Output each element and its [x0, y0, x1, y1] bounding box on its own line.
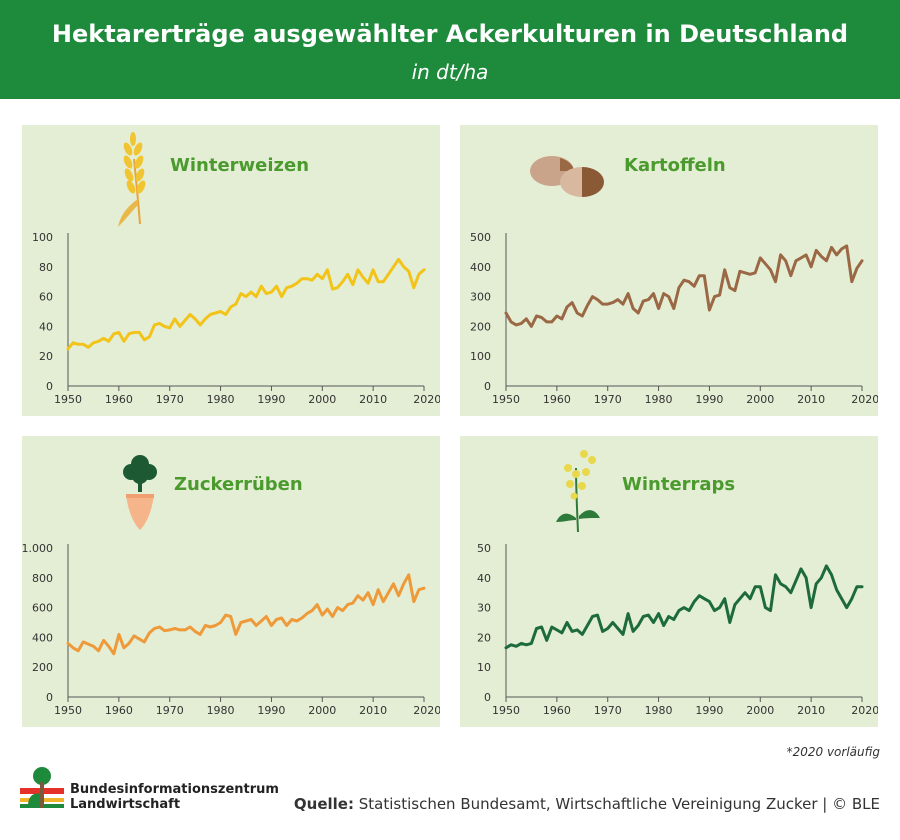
sugar-beet-icon: [123, 455, 157, 530]
x-tick-label: 1950: [54, 393, 82, 406]
x-tick-label: 1990: [695, 393, 723, 406]
x-tick-label: 2020*: [413, 393, 440, 406]
y-tick-label: 400: [470, 261, 491, 274]
y-tick-label: 200: [470, 320, 491, 333]
chart-title: Zuckerrüben: [174, 474, 303, 495]
x-tick-label: 1960: [105, 393, 133, 406]
y-tick-label: 0: [484, 380, 491, 393]
y-tick-label: 0: [484, 691, 491, 704]
logo-line-2: Landwirtschaft: [70, 797, 181, 812]
x-tick-label: 1970: [156, 393, 184, 406]
footnote: *2020 vorläufig: [786, 745, 880, 759]
x-tick-label: 2010: [797, 704, 825, 717]
x-tick-label: 1990: [257, 704, 285, 717]
x-tick-label: 1950: [492, 393, 520, 406]
potato-icon: [530, 156, 604, 197]
y-tick-label: 500: [470, 231, 491, 244]
x-tick-label: 1950: [54, 704, 82, 717]
chart-title: Winterweizen: [170, 155, 310, 176]
chart-panel-kartoffeln: Kartoffeln 0 100 200 300 400 500 1950 1960 1970 1…: [460, 125, 878, 416]
y-tick-label: 0: [46, 380, 53, 393]
chart-panel-winterraps: Winterraps 0 10 20 30 40 50 1950 1960 1970 1980 19…: [460, 436, 878, 727]
x-tick-label: 2010: [359, 393, 387, 406]
y-tick-label: 50: [477, 542, 491, 555]
x-tick-label: 1980: [207, 393, 235, 406]
y-tick-label: 40: [39, 320, 53, 333]
line-chart-winterraps: 0 10 20 30 40 50 1950 1960 1970 1980 1990 2000 2010 2…: [477, 542, 878, 717]
rapeseed-icon: [556, 450, 600, 532]
x-tick-label: 1970: [594, 393, 622, 406]
x-tick-label: 2010: [359, 704, 387, 717]
x-tick-label: 2000: [746, 704, 774, 717]
line-chart-kartoffeln: 0 100 200 300 400 500 1950 1960 1970 1980 1990 2000…: [470, 231, 878, 406]
x-tick-label: 2010: [797, 393, 825, 406]
y-tick-label: 80: [39, 261, 53, 274]
x-tick-label: 1970: [156, 704, 184, 717]
page-title: Hektarerträge ausgewählter Ackerkulturen…: [51, 20, 849, 48]
x-tick-label: 2000: [308, 704, 336, 717]
x-tick-label: 1960: [543, 704, 571, 717]
ble-logo-icon: [20, 767, 64, 808]
x-tick-label: 2000: [746, 393, 774, 406]
y-tick-label: 30: [477, 602, 491, 615]
series-line-winterraps: [504, 564, 864, 650]
chart-panel-winterweizen: Winterweizen 0 20 40 60 80 100 1950 1960 1970 198…: [22, 125, 440, 416]
series-line-kartoffeln: [504, 244, 864, 328]
y-tick-label: 400: [32, 631, 53, 644]
y-tick-label: 0: [46, 691, 53, 704]
y-tick-label: 300: [470, 291, 491, 304]
header-banner: Hektarerträge ausgewählter Ackerkulturen…: [0, 0, 900, 99]
series-line-winterweizen: [66, 257, 426, 351]
x-tick-label: 1990: [257, 393, 285, 406]
y-tick-label: 40: [477, 572, 491, 585]
series-line-zuckerrueben: [66, 573, 426, 656]
x-tick-label: 1980: [207, 704, 235, 717]
source-credit: Quelle: Statistischen Bundesamt, Wirtsch…: [294, 795, 880, 813]
logo-line-1: Bundesinformationszentrum: [70, 782, 279, 797]
y-tick-label: 60: [39, 291, 53, 304]
x-tick-label: 1960: [105, 704, 133, 717]
x-tick-label: 1980: [645, 393, 673, 406]
x-tick-label: 1970: [594, 704, 622, 717]
x-tick-label: 2020*: [851, 704, 878, 717]
y-tick-label: 800: [32, 572, 53, 585]
chart-title: Winterraps: [622, 474, 736, 495]
x-tick-label: 2020*: [413, 704, 440, 717]
y-tick-label: 200: [32, 661, 53, 674]
chart-title: Kartoffeln: [624, 155, 726, 176]
x-tick-label: 1980: [645, 704, 673, 717]
x-tick-label: 1950: [492, 704, 520, 717]
page-subtitle: in dt/ha: [411, 60, 489, 84]
line-chart-winterweizen: 0 20 40 60 80 100 1950 1960 1970 1980 1990 2000 2010…: [32, 231, 440, 406]
y-tick-label: 600: [32, 602, 53, 615]
x-tick-label: 1960: [543, 393, 571, 406]
y-tick-label: 1.000: [22, 542, 53, 555]
logo-text: Bundesinformationszentrum Landwirtschaft: [70, 782, 279, 812]
chart-panel-zuckerrueben: Zuckerrüben 0 200 400 600 800 1.000 1950 1960 19…: [22, 436, 440, 727]
source-text: Statistischen Bundesamt, Wirtschaftliche…: [358, 795, 880, 813]
x-tick-label: 2000: [308, 393, 336, 406]
y-tick-label: 10: [477, 661, 491, 674]
wheat-icon: [118, 132, 146, 227]
line-chart-zuckerrueben: 0 200 400 600 800 1.000 1950 1960 1970 1980 1990 20…: [22, 542, 440, 717]
source-label: Quelle:: [293, 795, 354, 813]
y-tick-label: 100: [470, 350, 491, 363]
y-tick-label: 20: [39, 350, 53, 363]
x-tick-label: 1990: [695, 704, 723, 717]
x-tick-label: 2020*: [851, 393, 878, 406]
y-tick-label: 100: [32, 231, 53, 244]
y-tick-label: 20: [477, 631, 491, 644]
